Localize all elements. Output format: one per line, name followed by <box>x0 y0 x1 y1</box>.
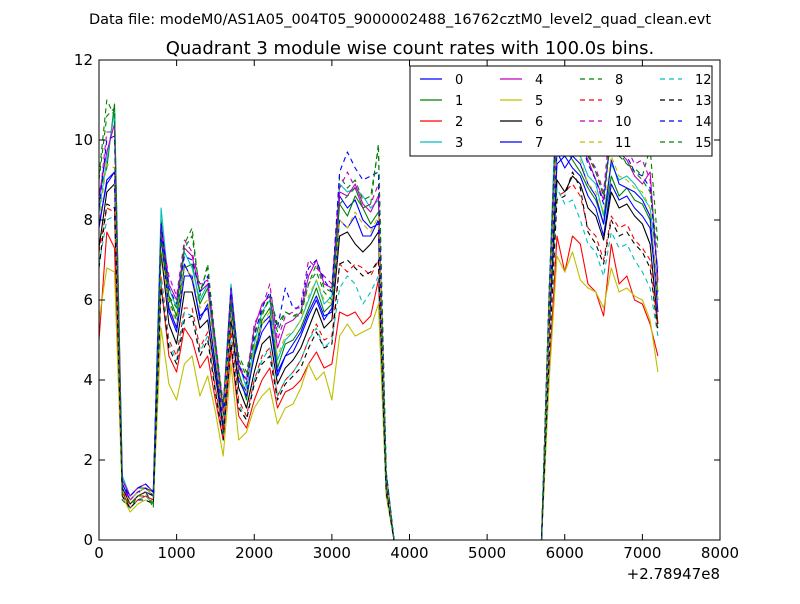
y-tick-label: 0 <box>83 531 93 549</box>
y-tick-label: 10 <box>74 131 93 149</box>
series-line-12 <box>98 187 659 541</box>
x-tick-label: 7000 <box>623 544 661 562</box>
legend-label-15: 15 <box>695 136 712 151</box>
x-tick-label: 8000 <box>701 544 739 562</box>
legend-label-6: 6 <box>535 115 543 130</box>
x-tick-label: 5000 <box>468 544 506 562</box>
series-line-3 <box>98 71 659 541</box>
legend-label-12: 12 <box>695 73 712 88</box>
series-line-6 <box>98 175 659 541</box>
series-line-14 <box>98 95 659 541</box>
series-line-15 <box>98 99 659 541</box>
legend-box <box>409 65 713 157</box>
series-line-11 <box>98 139 659 541</box>
legend-label-13: 13 <box>695 94 712 109</box>
legend-label-7: 7 <box>535 136 543 151</box>
legend-label-11: 11 <box>615 136 632 151</box>
x-tick-label: 2000 <box>235 544 273 562</box>
legend-label-5: 5 <box>535 94 543 109</box>
legend-label-14: 14 <box>695 115 712 130</box>
y-tick-label: 6 <box>83 291 93 309</box>
legend-label-9: 9 <box>615 94 623 109</box>
x-tick-label: 3000 <box>313 544 351 562</box>
legend-label-8: 8 <box>615 73 623 88</box>
y-tick-label: 2 <box>83 451 93 469</box>
legend-label-2: 2 <box>455 115 463 130</box>
datafile-label: Data file: modeM0/AS1A05_004T05_90000024… <box>89 12 711 28</box>
legend-label-10: 10 <box>615 115 632 130</box>
legend-label-1: 1 <box>455 94 463 109</box>
x-tick-label: 6000 <box>546 544 584 562</box>
legend-label-3: 3 <box>455 136 463 151</box>
x-offset-label: +2.78947e8 <box>627 565 720 583</box>
x-tick-label: 0 <box>94 544 104 562</box>
series-line-0 <box>98 155 659 541</box>
y-tick-label: 12 <box>74 51 93 69</box>
series-line-5 <box>98 251 659 541</box>
y-tick-label: 4 <box>83 371 93 389</box>
axis-ticks: 0 1000 2000 3000 4000 5000 6000 7000 80000246810… <box>74 51 739 562</box>
legend-label-4: 4 <box>535 73 543 88</box>
x-tick-label: 4000 <box>390 544 428 562</box>
series-line-2 <box>98 231 659 541</box>
series-line-13 <box>98 171 659 541</box>
series-line-4 <box>98 119 659 541</box>
chart-title: Quadrant 3 module wise count rates with … <box>166 38 655 59</box>
x-tick-label: 1000 <box>158 544 196 562</box>
series-line-10 <box>98 99 659 541</box>
legend-label-0: 0 <box>455 73 463 88</box>
y-tick-label: 8 <box>83 211 93 229</box>
series-line-1 <box>98 103 659 541</box>
